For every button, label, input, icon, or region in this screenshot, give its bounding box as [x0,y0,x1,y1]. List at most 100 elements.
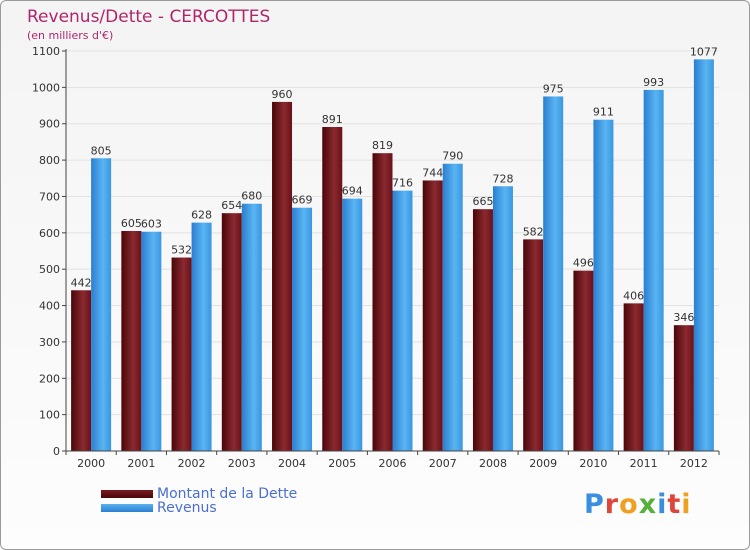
legend: Montant de la Dette Revenus [101,486,298,516]
data-label-dette: 496 [573,257,594,270]
data-label-revenus: 975 [543,82,564,95]
y-tick-label: 400 [39,300,60,313]
bar-revenus [643,89,664,451]
data-label-dette: 654 [221,199,242,212]
bar-dette [422,180,443,452]
bar-revenus [342,198,363,451]
legend-swatch-dette [101,490,153,498]
bar-dette [272,101,293,451]
data-label-dette: 582 [523,225,544,238]
data-label-revenus: 805 [91,144,112,157]
y-tick-label: 1100 [32,45,60,58]
bar-revenus [492,186,513,452]
data-label-revenus: 603 [141,218,162,231]
data-label-revenus: 680 [241,190,262,203]
y-tick-label: 700 [39,190,60,203]
y-tick-label: 500 [39,263,60,276]
logo-letter: o [619,489,639,520]
x-tick-label: 2009 [529,457,557,470]
data-label-dette: 605 [121,217,142,230]
y-tick-label: 300 [39,336,60,349]
data-label-dette: 960 [272,88,293,101]
x-tick-label: 2008 [479,457,507,470]
bar-dette [573,270,594,451]
bar-dette [171,257,192,451]
data-label-dette: 442 [71,276,92,289]
data-label-revenus: 993 [643,76,664,89]
x-tick-label: 2002 [178,457,206,470]
data-label-dette: 346 [673,311,694,324]
y-tick-label: 800 [39,154,60,167]
bar-revenus [543,96,564,452]
y-axis: 0 100 200 300 400 500 600 700 800 900 1000 1100 [32,45,67,458]
bars [71,59,714,452]
logo-letter: t [667,489,682,520]
bar-dette [322,127,343,451]
y-tick-label: 200 [39,372,60,385]
bar-revenus [141,231,162,451]
logo-letter: r [604,489,620,520]
bar-revenus [91,158,112,452]
data-label-dette: 891 [322,113,343,126]
bar-dette [121,231,142,451]
x-tick-label: 2004 [278,457,306,470]
bar-dette [71,290,92,451]
bar-dette [623,303,644,451]
bar-revenus [392,190,413,452]
legend-swatch-revenus [101,504,153,512]
data-label-revenus: 790 [442,150,463,163]
legend-label-dette: Montant de la Dette [157,486,298,502]
data-label-dette: 819 [372,139,393,152]
y-tick-label: 1000 [32,81,60,94]
logo-letter: i [657,489,668,520]
data-label-revenus: 628 [191,209,212,222]
bar-revenus [693,59,714,451]
data-label-dette: 532 [171,244,192,257]
x-tick-label: 2000 [77,457,105,470]
data-label-dette: 406 [623,289,644,302]
y-tick-label: 600 [39,227,60,240]
x-tick-label: 2010 [579,457,607,470]
data-label-revenus: 728 [492,172,513,185]
chart-subtitle: (en milliers d'€) [27,29,114,42]
data-label-revenus: 716 [392,177,413,190]
chart-title: Revenus/Dette - CERCOTTES [27,7,271,27]
data-label-dette: 665 [472,195,493,208]
bar-revenus [292,207,313,451]
x-tick-label: 2012 [680,457,708,470]
logo-letter: P [584,489,605,520]
bar-dette [673,325,694,451]
logo-letter: i [681,489,692,520]
x-tick-label: 2011 [630,457,658,470]
data-label-revenus: 1077 [690,45,718,58]
y-tick-label: 900 [39,118,60,131]
x-axis: 2000 2001 2002 2003 2004 2005 2006 2007 2008 2009… [65,450,720,470]
data-label-revenus: 669 [292,194,313,207]
bar-revenus [442,163,463,451]
x-tick-label: 2005 [328,457,356,470]
bar-revenus [241,203,262,451]
bar-revenus [593,119,614,452]
bar-dette [523,239,544,451]
y-tick-label: 0 [53,445,60,458]
x-tick-label: 2006 [379,457,407,470]
x-tick-label: 2007 [429,457,457,470]
bar-revenus [191,222,212,451]
proxiti-logo: Proxiti [584,489,692,520]
x-tick-label: 2003 [228,457,256,470]
bar-dette [472,209,493,451]
data-label-revenus: 911 [593,106,614,119]
bar-dette [372,153,393,451]
legend-item-revenus: Revenus [101,500,297,516]
data-label-dette: 744 [422,166,443,179]
legend-item-dette: Montant de la Dette [101,486,298,502]
y-tick-label: 100 [39,409,60,422]
legend-label-revenus: Revenus [157,500,217,516]
logo-letter: x [638,489,658,520]
x-tick-label: 2001 [127,457,155,470]
bar-dette [221,213,242,451]
data-label-revenus: 694 [342,185,363,198]
